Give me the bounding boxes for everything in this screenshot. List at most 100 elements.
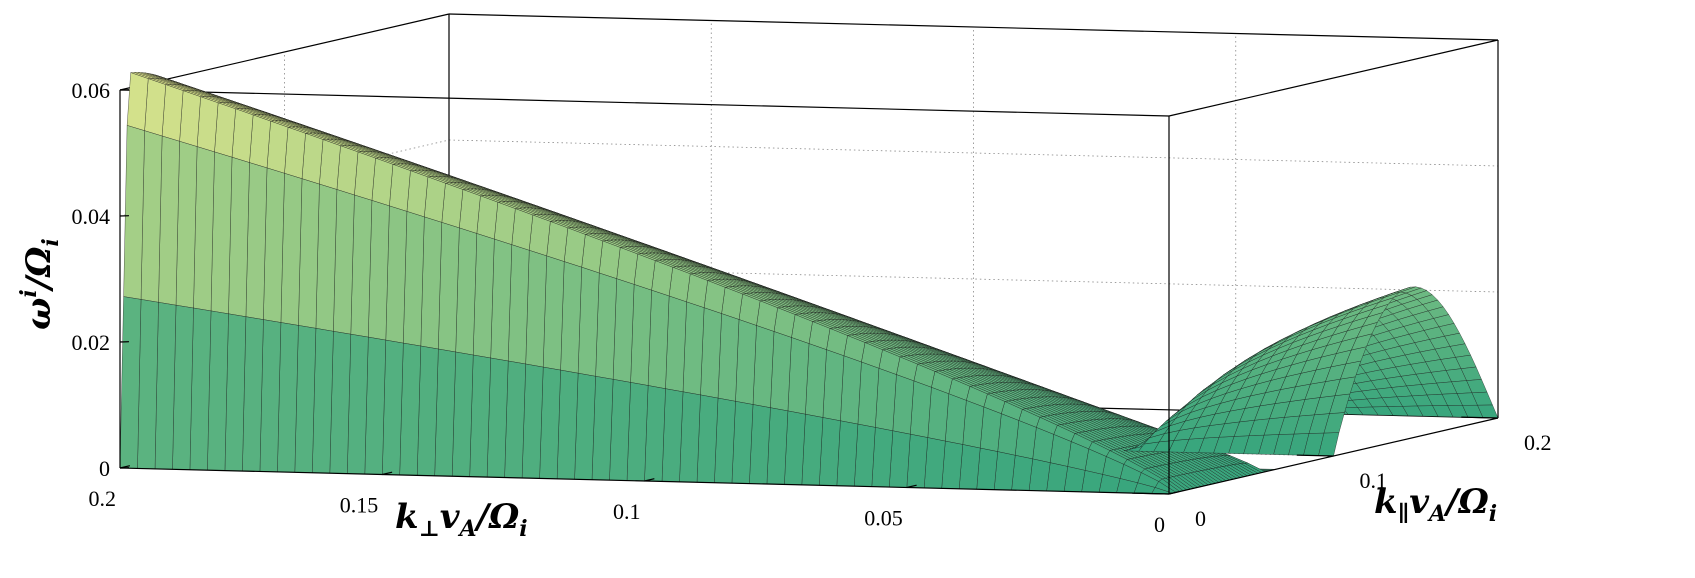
surface-patch	[333, 189, 355, 335]
surface-patch	[228, 156, 250, 317]
grid-line	[448, 139, 1499, 167]
x-tick-label: 0	[1154, 512, 1165, 537]
x-tick-label: 0.05	[864, 506, 903, 531]
surface-patch	[661, 388, 684, 483]
x-tick	[644, 478, 655, 482]
axis-title-part: ⊥	[419, 516, 440, 542]
surface-patch	[459, 189, 481, 234]
x-axis-ticks: 0.2 0.15 0.1 0.05 0	[89, 465, 1180, 537]
surface-patch	[126, 72, 149, 131]
surface-patch	[172, 304, 194, 470]
surface-patch	[242, 316, 264, 472]
axis-title-part: /Ω	[1443, 482, 1489, 522]
surface-patch	[1081, 470, 1103, 493]
surface-patch	[259, 319, 282, 473]
y-tick-label: 0	[1195, 506, 1206, 531]
surface-patch	[546, 221, 568, 262]
z-tick-label: 0.02	[72, 330, 111, 355]
box-edge	[119, 89, 1170, 117]
surface-patch	[766, 407, 789, 485]
surface-patch	[277, 322, 299, 473]
axis-title-part: ω	[19, 298, 59, 330]
surface-patch	[511, 208, 533, 251]
y-tick-label: 0.2	[1524, 430, 1552, 455]
surface-patch	[564, 227, 586, 268]
axis-title-part: i	[16, 289, 42, 297]
surface-patch	[752, 325, 775, 408]
surface-patch	[123, 125, 145, 300]
surface-patch	[406, 170, 429, 218]
y-tick-label: 0.1	[1360, 468, 1388, 493]
axis-title-part: A	[457, 516, 476, 542]
axis-title-part: i	[519, 516, 527, 542]
surface-patch	[389, 164, 411, 212]
axis-title-part: i	[1489, 501, 1497, 527]
x-tick	[906, 484, 917, 489]
surface-secondary-lobe	[1123, 286, 1499, 457]
surface-patch	[994, 451, 1016, 491]
surface-patch	[119, 296, 142, 469]
surface-patch	[441, 182, 464, 229]
surface-patch	[556, 369, 579, 480]
surface-patch	[469, 354, 491, 478]
surface-patch	[696, 394, 719, 483]
surface-patch	[581, 234, 603, 274]
surface-patch	[599, 240, 621, 279]
surface-patch	[616, 247, 638, 285]
surface-patch	[525, 250, 547, 368]
surface-patch	[889, 430, 911, 488]
y-axis-title: k∥vA/Ωi	[1374, 482, 1497, 527]
surface-patch	[976, 447, 998, 490]
surface-patch	[301, 133, 324, 185]
box-edge	[448, 13, 1499, 41]
box-edge	[1168, 39, 1499, 117]
surface-patch	[871, 427, 893, 488]
surface-patch	[424, 176, 446, 223]
x-axis-title: k⊥vA/Ωi	[395, 497, 528, 542]
surface-main-lobe	[119, 72, 1276, 495]
surface-patch	[284, 126, 306, 179]
surface-patch	[364, 336, 386, 475]
axis-title-part: k	[1374, 482, 1398, 522]
x-tick-label: 0.15	[340, 493, 379, 518]
surface-patch	[494, 201, 516, 245]
surface-patch	[382, 339, 404, 476]
z-tick-label: 0.06	[72, 78, 111, 103]
surface-patch	[154, 302, 177, 470]
surface-patch	[962, 400, 984, 449]
z-axis-title: ωi/Ωi	[16, 238, 64, 330]
y-axis-ticks: 0 0.1 0.2	[1132, 416, 1552, 531]
x-tick-label: 0.2	[89, 486, 117, 511]
surface-patch	[735, 319, 757, 405]
surface-patch	[179, 90, 201, 147]
axis-title-part: k	[395, 497, 419, 537]
y-tick	[1461, 416, 1499, 419]
surface-patch	[196, 96, 219, 153]
surface-patch	[651, 260, 673, 297]
surface-patch	[945, 393, 967, 445]
surface-patch	[630, 284, 652, 386]
surface-patch	[857, 361, 880, 428]
z-tick-label: 0.04	[72, 204, 111, 229]
axis-title-part: ∥	[1398, 501, 1410, 527]
axis-title-part: /Ω	[19, 247, 59, 293]
surface-patch	[647, 289, 670, 389]
surface-patch	[840, 355, 862, 425]
surface-patch	[210, 151, 233, 315]
surface-patch	[529, 214, 551, 257]
axis-titles: ωi/Ωi k⊥vA/Ωi k∥vA/Ωi	[16, 238, 1497, 542]
surface-patch	[452, 351, 474, 477]
surface-patch	[633, 253, 656, 291]
axis-title-part: /Ω	[474, 497, 520, 537]
x-tick	[1168, 491, 1180, 495]
surface-patch	[137, 299, 159, 470]
z-tick-label: 0	[99, 456, 110, 481]
surface-patch	[679, 391, 701, 483]
surface-patch	[784, 410, 806, 486]
surface-patch	[438, 222, 460, 353]
axis-title-part: v	[1409, 482, 1430, 522]
surface-patch	[574, 372, 596, 480]
box-edge	[119, 13, 450, 91]
axis-title-part: v	[440, 497, 461, 537]
